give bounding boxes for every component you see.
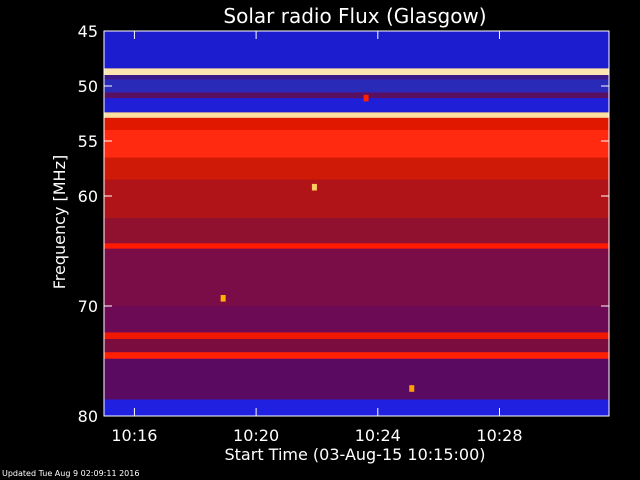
x-tick-label: 10:20 bbox=[233, 426, 279, 445]
x-axis: 10:16 10:20 10:24 10:28 bbox=[111, 31, 523, 445]
x-axis-label: Start Time (03-Aug-15 10:15:00) bbox=[225, 445, 486, 464]
y-tick-label: 60 bbox=[78, 187, 98, 206]
burst-3 bbox=[409, 385, 415, 392]
y-tick-label: 55 bbox=[78, 132, 98, 151]
frequency-band-4 bbox=[104, 92, 609, 99]
y-tick-label: 50 bbox=[78, 77, 98, 96]
frequency-band-0 bbox=[104, 31, 609, 69]
frequency-band-10 bbox=[104, 179, 609, 218]
y-axis-label: Frequency [MHz] bbox=[50, 155, 69, 289]
frequency-band-8 bbox=[104, 130, 609, 158]
frequency-band-12 bbox=[104, 243, 609, 249]
y-tick-label: 80 bbox=[78, 407, 98, 426]
spectrogram-plot-area bbox=[104, 31, 609, 416]
frequency-band-5 bbox=[104, 98, 609, 113]
x-tick-label: 10:28 bbox=[476, 426, 522, 445]
frequency-band-6 bbox=[104, 112, 609, 118]
frequency-band-19 bbox=[104, 399, 609, 416]
x-tick-label: 10:16 bbox=[111, 426, 157, 445]
updated-timestamp: Updated Tue Aug 9 02:09:11 2016 bbox=[2, 469, 140, 478]
burst-0 bbox=[220, 295, 226, 302]
frequency-band-7 bbox=[104, 117, 609, 130]
frequency-band-3 bbox=[104, 79, 609, 93]
plot-frame bbox=[103, 30, 610, 417]
frequency-band-18 bbox=[104, 358, 609, 400]
chart-title: Solar radio Flux (Glasgow) bbox=[223, 4, 486, 28]
y-tick-label: 70 bbox=[78, 297, 98, 316]
y-axis: 45 50 55 60 70 80 bbox=[78, 22, 609, 426]
frequency-band-11 bbox=[104, 218, 609, 244]
burst-markers bbox=[220, 94, 415, 392]
y-tick-label: 45 bbox=[78, 22, 98, 41]
burst-2 bbox=[363, 94, 369, 102]
frequency-band-1 bbox=[104, 68, 609, 75]
frequency-band-9 bbox=[104, 157, 609, 180]
frequency-band-16 bbox=[104, 339, 609, 353]
x-tick-label: 10:24 bbox=[355, 426, 401, 445]
frequency-band-13 bbox=[104, 248, 609, 306]
frequency-band-2 bbox=[104, 75, 609, 80]
burst-1 bbox=[311, 183, 317, 191]
frequency-band-15 bbox=[104, 332, 609, 339]
frequency-band-17 bbox=[104, 352, 609, 359]
frequency-band-14 bbox=[104, 306, 609, 333]
